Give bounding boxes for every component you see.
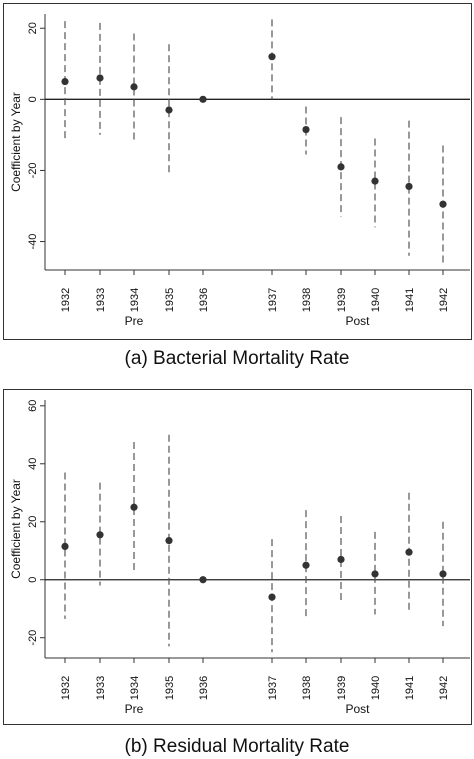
y-tick-label: 0 [27,577,39,583]
x-tick-label-1935: 1935 [164,676,176,700]
y-tick-label: 60 [27,400,39,412]
data-point-1936 [199,95,207,103]
x-tick-label-1942: 1942 [438,676,450,700]
y-tick-label: 20 [27,22,39,34]
data-point-1939 [337,555,345,564]
data-point-1938 [302,125,310,134]
group-label-pre: Pre [125,702,144,716]
data-point-1941 [405,548,413,556]
x-tick-label-1933: 1933 [95,676,107,700]
data-point-1940 [371,177,379,185]
x-tick-label-1934: 1934 [129,288,141,312]
data-point-1940 [371,570,379,578]
x-tick-label-1932: 1932 [60,676,72,700]
y-tick-label: 20 [27,516,39,528]
x-tick-label-1940: 1940 [370,676,382,700]
data-point-1936 [199,576,207,584]
data-point-1932 [61,77,69,86]
chart-frame-b [3,389,472,725]
x-tick-label-1932: 1932 [60,288,72,312]
group-label-post: Post [345,314,370,328]
y-tick-label: -20 [27,162,39,178]
y-tick-label: 40 [27,458,39,470]
x-tick-label-1936: 1936 [198,288,210,312]
x-tick-label-1935: 1935 [164,288,176,312]
data-point-1933 [96,74,104,82]
data-point-1939 [337,163,345,171]
data-point-1934 [130,83,138,91]
chart-frame-a [3,3,472,340]
x-tick-label-1933: 1933 [95,288,107,312]
group-label-pre: Pre [125,314,144,328]
x-tick-label-1941: 1941 [404,676,416,700]
chart-b: 60 40 20 0 -20 Coefficient by Year 1932 1933 193… [9,400,470,716]
x-tick-label-1937: 1937 [267,288,279,312]
data-point-1942 [439,200,447,208]
x-tick-label-1938: 1938 [301,288,313,312]
x-tick-label-1939: 1939 [336,288,348,312]
chart-caption-b: (b) Residual Mortality Rate [124,736,350,757]
data-point-1935 [165,536,173,545]
x-tick-label-1941: 1941 [404,288,416,312]
x-tick-label-1934: 1934 [129,676,141,700]
chart-panel-a: 20 0 -20 -40 Coefficient by Year 1932 1933 1934… [3,3,472,369]
x-tick-label-1938: 1938 [301,676,313,700]
x-tick-label-1939: 1939 [336,676,348,700]
data-point-1934 [130,503,138,511]
x-tick-label-1940: 1940 [370,288,382,312]
x-tick-label-1936: 1936 [198,676,210,700]
y-tick-label: -40 [27,234,39,250]
y-tick-label: -20 [27,630,39,646]
data-point-1932 [61,542,69,550]
chart-panel-b: 60 40 20 0 -20 Coefficient by Year 1932 1933 193… [0,386,474,759]
y-tick-label: 0 [27,96,39,102]
chart-a: 20 0 -20 -40 Coefficient by Year 1932 1933 1934… [9,14,470,328]
chart-caption-a: (a) Bacterial Mortality Rate [124,348,350,369]
data-point-1941 [405,182,413,191]
y-axis-title: Coefficient by Year [9,92,23,192]
data-point-1933 [96,531,104,539]
data-point-1938 [302,561,310,569]
x-tick-label-1942: 1942 [438,288,450,312]
group-label-post: Post [345,702,370,716]
data-point-1935 [165,106,173,114]
data-point-1942 [439,570,447,578]
data-point-1937 [268,53,276,61]
x-tick-label-1937: 1937 [267,676,279,700]
data-point-1937 [268,593,276,601]
y-axis-title: Coefficient by Year [9,479,23,579]
